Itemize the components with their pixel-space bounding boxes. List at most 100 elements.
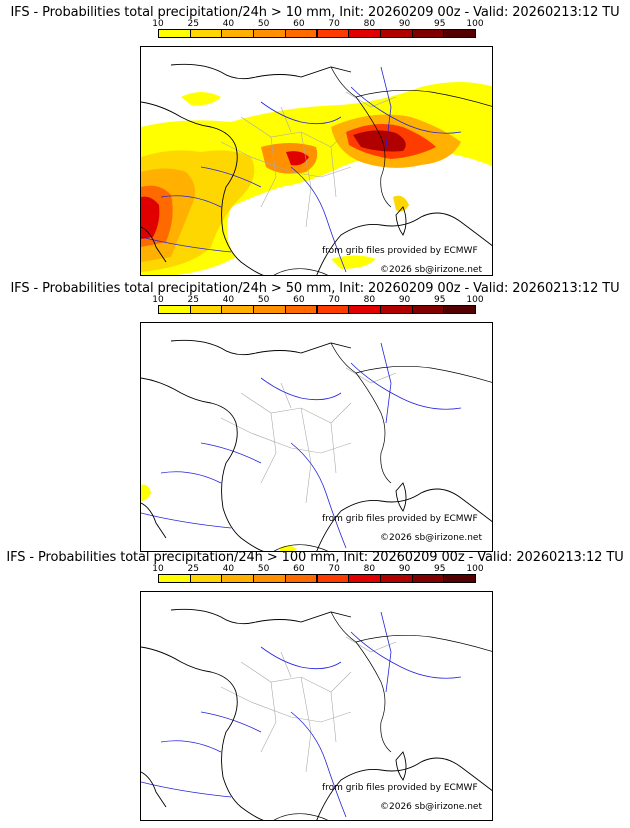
panel-title: IFS - Probabilities total precipitation/… [6, 550, 624, 565]
colorbar-tick-label: 60 [293, 564, 305, 574]
colorbar-tick-label: 60 [293, 295, 305, 305]
source-credit: from grib files provided by ECMWF [322, 783, 478, 793]
colorbar-segment [189, 574, 223, 583]
colorbar-segment [284, 305, 318, 314]
national-borders [273, 611, 492, 820]
panel-10mm: IFS - Probabilities total precipitation/… [0, 0, 630, 276]
colorbar-tick-label: 25 [187, 19, 199, 29]
colorbar-tick-label: 10 [152, 564, 164, 574]
prob-shade-alps [353, 130, 406, 152]
colorbar-segment [411, 29, 445, 38]
prob-shade-west [141, 484, 151, 501]
colorbar [158, 574, 476, 583]
panel-title: IFS - Probabilities total precipitation/… [10, 281, 620, 296]
copyright: ©2026 sb@irizone.net [380, 802, 482, 812]
colorbar-tick-label: 50 [257, 19, 270, 29]
prob-shade-center [286, 151, 309, 166]
colorbar-segment [253, 574, 286, 583]
colorbar-tick-label: 70 [328, 19, 340, 29]
colorbar-tick-label: 25 [187, 295, 199, 305]
map-lines [141, 63, 492, 275]
colorbar-tick-label: 95 [434, 295, 446, 305]
colorbar-segment [316, 574, 350, 583]
region-boundaries [220, 91, 397, 228]
colorbar-segment [158, 305, 191, 314]
colorbar-segment [379, 29, 413, 38]
panel-50mm: IFS - Probabilities total precipitation/… [0, 276, 630, 552]
colorbar-tick-label: 100 [466, 19, 484, 29]
colorbar-segment [443, 574, 476, 583]
national-borders [273, 342, 492, 551]
map-svg [141, 63, 492, 275]
colorbar-segment [443, 29, 476, 38]
coastline [141, 608, 492, 820]
colorbar-segment [379, 574, 413, 583]
prob-shade-north [181, 92, 221, 106]
colorbar-segment [348, 574, 381, 583]
colorbar-segment [316, 305, 350, 314]
map-svg [141, 608, 492, 820]
rivers [141, 66, 462, 273]
colorbar-tick-label: 100 [466, 295, 484, 305]
panel-100mm: IFS - Probabilities total precipitation/… [0, 545, 630, 821]
colorbar-tick-label: 60 [293, 19, 305, 29]
colorbar [158, 305, 476, 314]
colorbar-segment [379, 305, 413, 314]
coastline [141, 63, 492, 275]
colorbar-tick-label: 40 [222, 19, 235, 29]
prob-shade-south [331, 255, 376, 269]
colorbar-segment [411, 574, 445, 583]
map-lines [141, 339, 492, 551]
rivers [141, 342, 462, 549]
colorbar-segment [443, 305, 476, 314]
region-boundaries [220, 367, 397, 504]
colorbar-tick-label: 10 [152, 19, 164, 29]
colorbar-tick-label: 70 [328, 295, 340, 305]
copyright: ©2026 sb@irizone.net [380, 533, 482, 543]
prob-shade-corsica [393, 195, 409, 212]
map-svg [141, 339, 492, 551]
colorbar-segment [189, 305, 223, 314]
colorbar-segment [284, 29, 318, 38]
colorbar-tick-label: 10 [152, 295, 164, 305]
colorbar-tick-label: 90 [398, 19, 411, 29]
probability-map [140, 591, 493, 821]
source-credit: from grib files provided by ECMWF [322, 246, 478, 256]
colorbar-segment [348, 29, 381, 38]
colorbar-segment [221, 305, 255, 314]
colorbar-tick-label: 80 [363, 564, 376, 574]
colorbar-segment [158, 29, 191, 38]
colorbar-tick-label: 50 [257, 295, 270, 305]
colorbar-tick-label: 95 [434, 19, 446, 29]
map-lines [141, 608, 492, 820]
colorbar-segment [158, 574, 191, 583]
colorbar-segment [348, 305, 381, 314]
rivers [141, 611, 462, 818]
panel-title: IFS - Probabilities total precipitation/… [10, 5, 620, 20]
colorbar-tick-label: 50 [257, 564, 270, 574]
source-credit: from grib files provided by ECMWF [322, 514, 478, 524]
colorbar-tick-label: 80 [363, 295, 376, 305]
colorbar-tick-label: 100 [466, 564, 484, 574]
copyright: ©2026 sb@irizone.net [380, 265, 482, 275]
colorbar-segment [221, 29, 255, 38]
region-boundaries [220, 636, 397, 773]
probability-overlay [141, 82, 492, 275]
colorbar-tick-label: 40 [222, 295, 235, 305]
colorbar-tick-label: 90 [398, 295, 411, 305]
colorbar-segment [284, 574, 318, 583]
colorbar-segment [253, 305, 286, 314]
colorbar-segment [189, 29, 223, 38]
colorbar-segment [316, 29, 350, 38]
coastline [141, 339, 492, 551]
colorbar-tick-label: 25 [187, 564, 199, 574]
colorbar-tick-label: 70 [328, 564, 340, 574]
national-borders [273, 66, 492, 275]
prob-shade-west [141, 196, 160, 239]
colorbar-tick-label: 90 [398, 564, 411, 574]
colorbar-segment [221, 574, 255, 583]
colorbar-tick-label: 40 [222, 564, 235, 574]
colorbar-tick-label: 95 [434, 564, 446, 574]
colorbar-segment [411, 305, 445, 314]
colorbar-tick-label: 80 [363, 19, 376, 29]
